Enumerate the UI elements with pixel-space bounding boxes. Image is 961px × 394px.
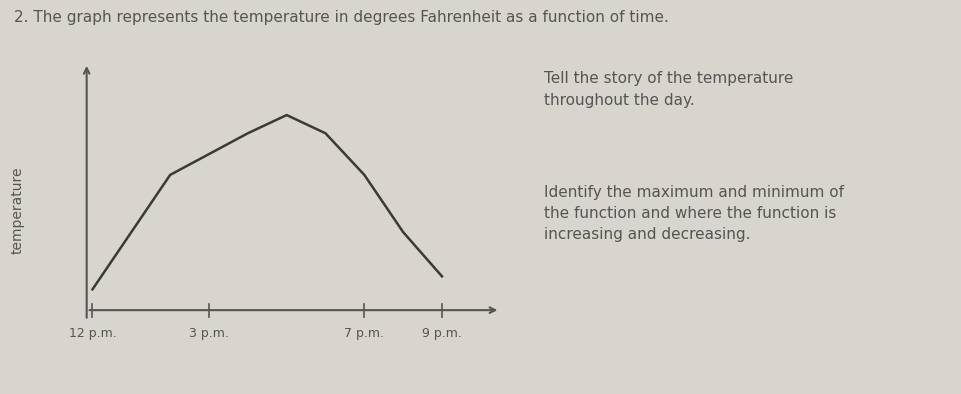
Text: Tell the story of the temperature
throughout the day.: Tell the story of the temperature throug… (543, 71, 792, 108)
Text: 3 p.m.: 3 p.m. (189, 327, 229, 340)
Text: 7 p.m.: 7 p.m. (344, 327, 384, 340)
Text: temperature: temperature (11, 167, 25, 254)
Text: Identify the maximum and minimum of
the function and where the function is
incre: Identify the maximum and minimum of the … (543, 185, 843, 242)
Text: 9 p.m.: 9 p.m. (422, 327, 461, 340)
Text: 12 p.m.: 12 p.m. (68, 327, 116, 340)
Text: 2. The graph represents the temperature in degrees Fahrenheit as a function of t: 2. The graph represents the temperature … (14, 10, 669, 25)
